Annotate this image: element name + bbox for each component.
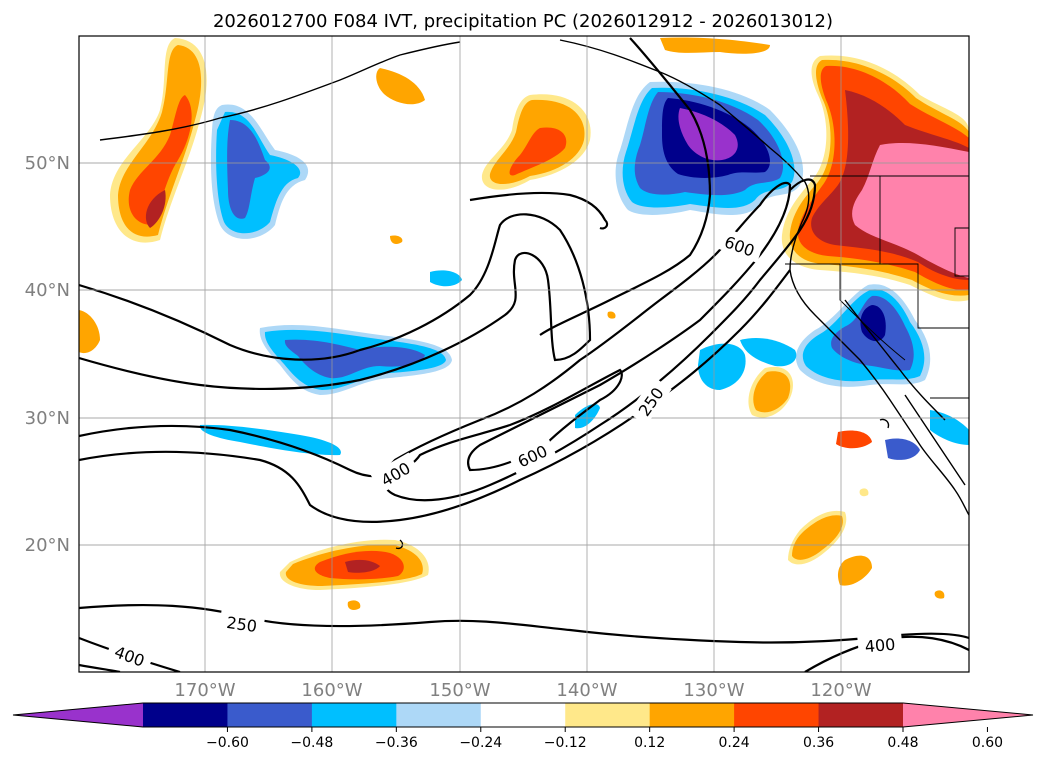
colorbar-tick-label: 0.24 xyxy=(719,735,750,751)
colorbar-outline xyxy=(12,702,1034,728)
colorbar-swatch xyxy=(734,703,820,727)
colorbar-tick-label: −0.24 xyxy=(459,735,502,751)
colorbar-tick-label: 0.48 xyxy=(887,735,918,751)
anomaly-negative-mexico xyxy=(885,438,920,460)
colorbar-tick-label: −0.60 xyxy=(206,735,249,751)
anomaly-negative-baja2 xyxy=(740,338,797,367)
lat-label-20n: 20°N xyxy=(25,535,70,556)
anomaly-positive-small4 xyxy=(390,235,403,244)
chart-title: 2026012700 F084 IVT, precipitation PC (2… xyxy=(213,11,833,32)
lon-label-160w: 160°W xyxy=(301,680,362,701)
anomaly-positive-nw xyxy=(110,38,207,243)
anomaly-positive-west-edge xyxy=(79,310,100,354)
anomaly-negative-ca xyxy=(795,284,931,387)
colorbar-swatch xyxy=(565,703,651,727)
anomaly-positive-baja xyxy=(748,366,793,418)
anomaly-positive-small7 xyxy=(607,311,616,319)
lon-label-130w: 130°W xyxy=(683,680,744,701)
colorbar-swatch xyxy=(649,703,735,727)
anomaly-positive-subtrop xyxy=(788,510,872,586)
anomaly-negative-baja xyxy=(698,343,746,390)
lat-label-50n: 50°N xyxy=(25,153,70,174)
lon-label-170w: 170°W xyxy=(174,680,235,701)
colorbar-tick-label: −0.36 xyxy=(375,735,418,751)
map-panel: 600 400 600 250 250 400 400 xyxy=(79,36,969,672)
anomaly-positive-top-right xyxy=(660,37,770,54)
map-frame xyxy=(78,35,970,673)
anomaly-negative-bc xyxy=(615,81,804,215)
lon-label-150w: 150°W xyxy=(429,680,490,701)
colorbar-swatch xyxy=(311,703,397,727)
anomaly-positive-small5 xyxy=(859,488,869,497)
anomaly-negative-nw xyxy=(210,104,309,239)
anomaly-positive-pnw xyxy=(781,55,969,302)
colorbar-swatch xyxy=(227,703,313,727)
anomaly-positive-top xyxy=(376,68,425,105)
colorbar-swatch xyxy=(143,703,228,727)
anomaly-positive-small6 xyxy=(934,590,945,599)
latitude-labels: 50°N 40°N 30°N 20°N xyxy=(25,153,70,556)
lat-label-40n: 40°N xyxy=(25,280,70,301)
colorbar-swatch xyxy=(396,703,482,727)
anomaly-negative-mid xyxy=(259,325,452,395)
colorbar: −0.60 −0.48 −0.36 −0.24 −0.12 0.12 0.24 0.36 0.4… xyxy=(12,702,1034,751)
colorbar-tick-label: −0.48 xyxy=(290,735,333,751)
anomaly-positive-small3 xyxy=(347,600,361,610)
state-borders xyxy=(785,175,969,399)
colorbar-extend-min xyxy=(13,703,143,727)
contour-label-250-b: 250 xyxy=(225,613,258,636)
colorbar-swatch xyxy=(480,703,566,727)
colorbar-tick-label: 0.12 xyxy=(634,735,665,751)
colorbar-swatch xyxy=(818,703,904,727)
colorbar-tick-label: 0.60 xyxy=(972,735,1003,751)
colorbar-tick-label: −0.12 xyxy=(544,735,587,751)
lat-label-30n: 30°N xyxy=(25,408,70,429)
lon-label-120w: 120°W xyxy=(810,680,871,701)
grid-lines xyxy=(79,36,969,672)
longitude-labels: 170°W 160°W 150°W 140°W 130°W 120°W xyxy=(174,680,871,701)
colorbar-extend-max xyxy=(903,703,1033,727)
contour-label-400-c: 400 xyxy=(864,635,896,657)
anomaly-positive-hawaii xyxy=(279,539,429,590)
colorbar-tick-label: 0.36 xyxy=(803,735,834,751)
anomaly-negative-mexico2 xyxy=(930,410,969,445)
anomaly-negative-small2 xyxy=(575,404,600,429)
lon-label-140w: 140°W xyxy=(556,680,617,701)
anomaly-negative-small1 xyxy=(430,270,462,287)
anomaly-positive-mexico xyxy=(836,430,872,449)
